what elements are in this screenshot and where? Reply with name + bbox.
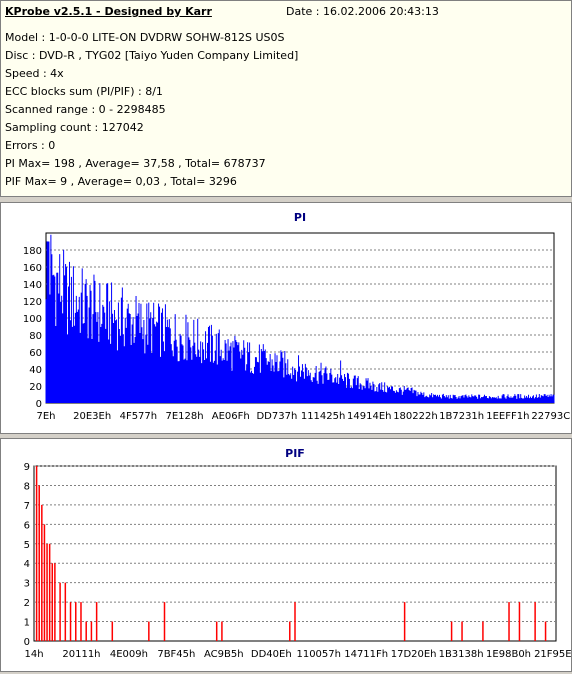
x-tick-label: 1EEFF1h <box>486 411 529 422</box>
y-tick-label: 120 <box>23 297 42 308</box>
x-tick-label: 4E009h <box>110 649 148 660</box>
y-tick-label: 0 <box>36 399 42 410</box>
y-tick-label: 7 <box>24 501 30 512</box>
pif-bar <box>221 621 223 641</box>
pif-bar <box>482 621 484 641</box>
y-tick-label: 3 <box>24 579 30 590</box>
x-tick-label: 180222h <box>393 411 438 422</box>
y-tick-label: 5 <box>24 540 30 551</box>
x-tick-label: AC9B5h <box>204 649 244 660</box>
pif-bar <box>80 602 82 641</box>
x-tick-label: 14711Fh <box>344 649 388 660</box>
pif-chart: PIF 0 1 2 3 4 5 6 7 8 9 14h 20111h 4E009h 7BF45h AC9B5h… <box>24 447 572 660</box>
y-tick-label: 1 <box>24 618 30 629</box>
y-tick-label: 20 <box>29 382 42 393</box>
pif-bar <box>41 504 43 641</box>
info-line: PI Max= 198 , Average= 37,58 , Total= 67… <box>5 157 266 170</box>
pif-bar <box>46 543 48 641</box>
y-tick-label: 0 <box>24 637 30 648</box>
pif-bar <box>35 466 38 641</box>
pif-chart-panel: PIF 0 1 2 3 4 5 6 7 8 9 14h 20111h 4E009h 7BF45h AC9B5h… <box>0 438 572 672</box>
x-tick-label: 22793Ch <box>531 411 571 422</box>
pif-bar <box>163 602 166 641</box>
pif-bar <box>450 621 453 641</box>
info-line: Scanned range : 0 - 2298485 <box>5 103 166 116</box>
y-tick-label: 100 <box>23 314 42 325</box>
y-tick-label: 4 <box>24 559 30 570</box>
x-tick-label: DD40Eh <box>251 649 292 660</box>
info-line: Disc : DVD-R , TYG02 [Taiyo Yuden Compan… <box>5 49 299 62</box>
chart-title: PI <box>294 211 306 224</box>
pif-bar <box>85 621 87 641</box>
x-tick-label: 4F577h <box>120 411 158 422</box>
x-tick-label: 14h <box>24 649 43 660</box>
pi-chart-panel: PI 0 20 40 60 80 100 120 140 160 180 7Eh 20E3Eh 4F577… <box>0 202 572 434</box>
pif-bar <box>294 602 296 641</box>
info-line: Sampling count : 127042 <box>5 121 144 134</box>
y-tick-label: 8 <box>24 481 30 492</box>
x-tick-label: 111425h <box>301 411 346 422</box>
info-line: Errors : 0 <box>5 139 56 152</box>
info-line: ECC blocks sum (PI/PIF) : 8/1 <box>5 85 163 98</box>
pif-bar <box>54 563 56 641</box>
x-tick-label: DD737h <box>256 411 297 422</box>
x-tick-label: 7E128h <box>165 411 203 422</box>
pif-bar <box>90 621 93 641</box>
x-tick-label: AE06Fh <box>212 411 250 422</box>
y-tick-label: 9 <box>24 462 30 473</box>
pif-bar <box>95 602 98 641</box>
pif-bar <box>508 602 510 641</box>
x-tick-label: 1B7231h <box>439 411 484 422</box>
pif-bar <box>544 621 547 641</box>
y-tick-label: 180 <box>23 246 42 257</box>
y-tick-label: 40 <box>29 365 42 376</box>
y-tick-label: 80 <box>29 331 42 342</box>
pif-bar <box>215 621 218 641</box>
pif-bar <box>289 621 291 641</box>
pif-bar <box>403 602 406 641</box>
x-tick-label: 21F95Eh <box>534 649 571 660</box>
y-tick-label: 60 <box>29 348 42 359</box>
app-title: KProbe v2.5.1 - Designed by Karr <box>5 5 212 18</box>
info-line: PIF Max= 9 , Average= 0,03 , Total= 3296 <box>5 175 237 188</box>
pif-bar <box>111 621 114 641</box>
x-tick-label: 20E3Eh <box>73 411 111 422</box>
pif-bar <box>43 524 46 641</box>
pif-bar <box>518 602 521 641</box>
x-tick-label: 17D20Eh <box>391 649 437 660</box>
y-tick-label: 6 <box>24 520 30 531</box>
info-line: Model : 1-0-0-0 LITE-ON DVDRW SOHW-812S … <box>5 31 285 44</box>
y-tick-label: 2 <box>24 598 30 609</box>
pif-bar <box>51 563 54 641</box>
info-panel: KProbe v2.5.1 - Designed by Karr Date : … <box>0 0 572 197</box>
pif-bar <box>59 582 61 641</box>
pif-bar <box>148 621 150 641</box>
pif-bar <box>75 602 77 641</box>
x-tick-label: 7Eh <box>36 411 55 422</box>
scan-date: Date : 16.02.2006 20:43:13 <box>286 5 439 18</box>
x-tick-label: 110057h <box>296 649 341 660</box>
pif-bar <box>48 543 51 641</box>
x-tick-label: 20111h <box>62 649 100 660</box>
pif-bar <box>38 485 40 641</box>
y-tick-label: 140 <box>23 280 42 291</box>
pif-bar <box>69 602 72 641</box>
chart-title: PIF <box>285 447 305 460</box>
x-tick-label: 14914Eh <box>347 411 391 422</box>
pif-bar <box>461 621 463 641</box>
info-line: Speed : 4x <box>5 67 64 80</box>
pif-bar <box>534 602 536 641</box>
x-tick-label: 1E98B0h <box>486 649 531 660</box>
x-tick-label: 7BF45h <box>157 649 195 660</box>
y-tick-label: 160 <box>23 263 42 274</box>
x-tick-label: 1B3138h <box>439 649 484 660</box>
pif-bar <box>64 582 67 641</box>
pi-bars <box>45 234 555 403</box>
pi-chart: PI 0 20 40 60 80 100 120 140 160 180 7Eh 20E3Eh 4F577… <box>23 211 572 422</box>
